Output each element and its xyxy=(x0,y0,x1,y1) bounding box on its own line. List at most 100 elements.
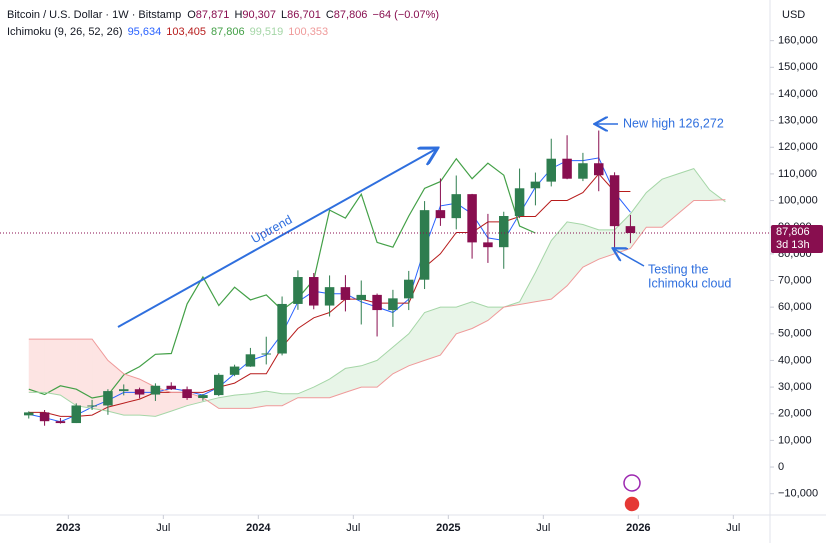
x-tick-label: Jul xyxy=(536,522,550,534)
header-line: Bitcoin / U.S. Dollar · 1W · Bitstamp O87… xyxy=(7,9,439,21)
indicator-value: 87,806 xyxy=(211,26,245,38)
cloud xyxy=(234,393,251,409)
indicator-value: 99,519 xyxy=(250,26,284,38)
y-tick-label: 120,000 xyxy=(778,141,818,153)
candle-body xyxy=(71,405,81,424)
candle-body xyxy=(245,354,256,367)
annotation: Ichimoku cloud xyxy=(648,276,731,290)
cloud xyxy=(677,168,694,214)
cloud xyxy=(250,391,267,409)
y-tick-label: 0 xyxy=(778,461,784,473)
candle-body xyxy=(578,163,588,179)
y-tick-label: 50,000 xyxy=(778,328,812,340)
cloud xyxy=(329,368,346,398)
candle-body xyxy=(134,389,145,395)
candle-body xyxy=(435,210,446,219)
indicator-line xyxy=(28,199,726,409)
candle-body xyxy=(467,194,477,243)
cloud xyxy=(282,393,298,406)
indicator-name: Ichimoku (9, 26, 52, 26) xyxy=(7,26,123,38)
uptrend-arrow xyxy=(117,149,436,328)
symbol: Bitcoin / U.S. Dollar · 1W · Bitstamp xyxy=(7,9,181,21)
y-tick-label: 100,000 xyxy=(778,194,818,206)
indicator-value: 95,634 xyxy=(128,26,162,38)
candle-body xyxy=(530,181,541,189)
indicator-values: 95,634 103,405 87,806 99,519 100,353 xyxy=(128,26,329,38)
candle-body xyxy=(182,389,192,399)
ohlc-value: 90,307 xyxy=(242,9,276,21)
indicator-line: Ichimoku (9, 26, 52, 26) 95,634 103,405 87,… xyxy=(7,26,328,38)
cloud xyxy=(76,339,93,409)
cloud xyxy=(345,365,362,393)
currency: USD xyxy=(782,9,805,21)
cloud xyxy=(646,179,663,228)
candle-body xyxy=(483,242,493,248)
cloud xyxy=(60,339,77,406)
y-tick-label: 40,000 xyxy=(778,354,812,366)
cloud xyxy=(630,192,647,249)
cloud xyxy=(598,229,615,260)
x-tick-label: Jul xyxy=(156,522,170,534)
candle-body xyxy=(546,158,556,182)
annotation: New high 126,272 xyxy=(623,116,724,130)
x-tick-label: 2025 xyxy=(436,522,460,534)
y-tick-label: 160,000 xyxy=(778,35,818,47)
x-tick-label: Jul xyxy=(346,522,360,534)
cloud xyxy=(662,173,678,228)
cloud xyxy=(266,391,283,406)
event-icon[interactable] xyxy=(623,495,641,513)
cloud xyxy=(408,312,425,366)
candle-body xyxy=(451,194,461,219)
cloud xyxy=(456,301,473,334)
cloud xyxy=(582,224,599,268)
indicator-line xyxy=(28,168,726,417)
candle-body xyxy=(87,405,97,407)
candle-body xyxy=(388,298,398,311)
cloud xyxy=(44,339,61,396)
candle-body xyxy=(103,391,113,406)
candle-body xyxy=(309,277,319,306)
cloud xyxy=(440,307,457,356)
cloud xyxy=(361,360,378,388)
y-tick-label: 110,000 xyxy=(778,168,817,180)
candle-body xyxy=(261,353,271,355)
change: −64 (−0.07%) xyxy=(372,9,439,21)
ohlc-key: C xyxy=(326,9,334,21)
x-tick-label: Jul xyxy=(726,522,740,534)
candle-body xyxy=(150,385,161,395)
x-tick-label: 2024 xyxy=(246,522,271,534)
cloud xyxy=(313,379,330,398)
ohlc-key: L xyxy=(281,9,287,21)
candle-body xyxy=(514,188,525,217)
cloud xyxy=(123,373,140,416)
indicator-value: 103,405 xyxy=(166,26,206,38)
cloud xyxy=(28,339,45,393)
candle-body xyxy=(356,294,366,300)
candle-body xyxy=(229,366,240,375)
candle-body xyxy=(214,374,224,396)
cloud xyxy=(614,213,631,254)
candle-body xyxy=(277,303,287,354)
candle-body xyxy=(24,412,34,416)
candle-body xyxy=(562,158,572,179)
y-tick-label: 30,000 xyxy=(778,381,812,393)
cloud xyxy=(693,168,710,201)
candle-body xyxy=(372,294,382,311)
candle-body xyxy=(119,389,129,392)
x-tick-label: 2026 xyxy=(626,522,650,534)
event-icon[interactable] xyxy=(623,474,641,492)
last-price-box xyxy=(771,225,823,254)
ohlc: O87,871 H90,307 L86,701 C87,806 xyxy=(187,9,367,21)
ohlc-key: O xyxy=(187,9,196,21)
cloud xyxy=(218,395,235,409)
ohlc-key: H xyxy=(234,9,242,21)
plot-area xyxy=(24,130,726,426)
candle-body xyxy=(293,277,303,304)
y-tick-label: 20,000 xyxy=(778,408,812,420)
candle-body xyxy=(166,385,176,390)
candle-body xyxy=(340,287,351,300)
cloud xyxy=(535,240,552,302)
cloud xyxy=(567,221,583,286)
y-tick-label: 150,000 xyxy=(778,61,818,73)
candle-body xyxy=(594,163,604,176)
